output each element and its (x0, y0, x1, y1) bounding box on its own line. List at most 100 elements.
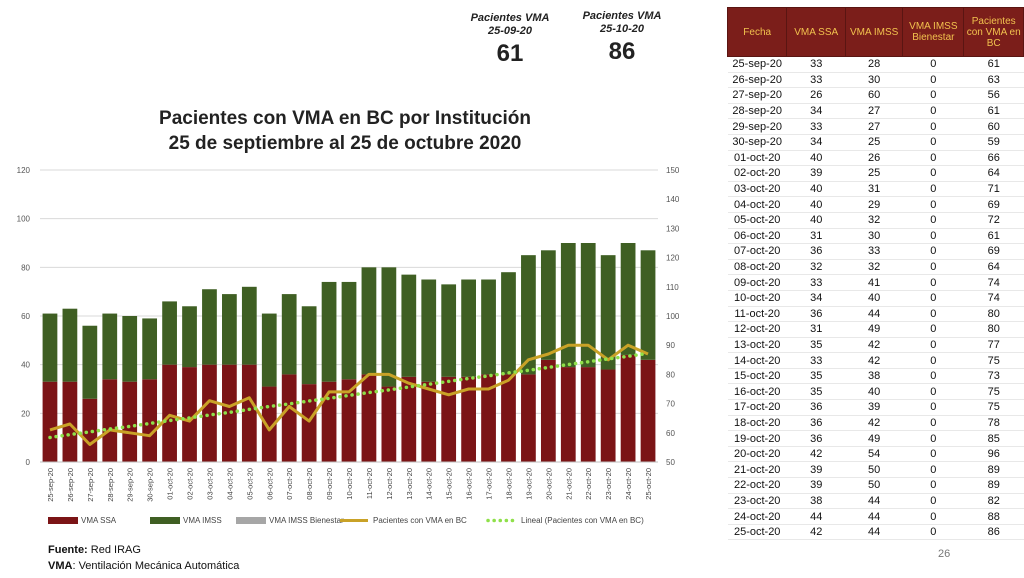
cell-imss: 39 (845, 399, 903, 416)
cell-ssa: 36 (786, 243, 846, 260)
bar-ssa (222, 364, 237, 462)
bar-imss (401, 274, 417, 377)
cell-fecha: 06-oct-20 (727, 228, 787, 245)
cell-imss: 28 (845, 56, 903, 73)
cell-total: 88 (963, 508, 1024, 525)
cell-imss: 32 (845, 259, 903, 276)
cell-ssa: 39 (786, 165, 846, 182)
cell-imss: 29 (845, 196, 903, 213)
cell-ssa: 42 (786, 524, 846, 541)
cell-imss: 44 (845, 306, 903, 323)
x-tick-label: 04-oct-20 (225, 468, 234, 500)
cell-total: 64 (963, 165, 1024, 182)
cell-imss: 44 (845, 524, 903, 541)
cell-bienestar: 0 (902, 461, 964, 479)
cell-ssa: 44 (786, 508, 846, 525)
bar-ssa (600, 369, 616, 462)
cell-bienestar: 0 (902, 321, 964, 338)
y-left-tick-label: 40 (21, 361, 30, 370)
bar-ssa (540, 359, 556, 462)
bar-ssa (521, 374, 536, 462)
table-row: 25-oct-20 42 44 0 86 (727, 524, 1024, 541)
y-right-tick-label: 130 (666, 224, 680, 233)
cell-imss: 42 (845, 337, 903, 354)
table-row: 21-oct-20 39 50 0 89 (727, 461, 1024, 479)
x-tick-label: 24-oct-20 (624, 468, 633, 500)
x-tick-label: 05-oct-20 (245, 468, 254, 500)
x-tick-label: 09-oct-20 (325, 468, 334, 500)
cell-ssa: 42 (786, 446, 846, 463)
bar-imss (461, 279, 476, 377)
table-row: 30-sep-20 34 25 0 59 (727, 134, 1024, 151)
cell-total: 78 (963, 415, 1024, 432)
cell-total: 72 (963, 212, 1024, 229)
bar-ssa (321, 381, 337, 462)
table-row: 05-oct-20 40 32 0 72 (727, 212, 1024, 229)
y-left-tick-label: 20 (21, 409, 30, 418)
cell-ssa: 35 (786, 368, 846, 385)
cell-imss: 40 (845, 383, 903, 401)
table-row: 22-oct-20 39 50 0 89 (727, 477, 1024, 494)
table-row: 29-sep-20 33 27 0 60 (727, 118, 1024, 135)
bar-ssa (481, 374, 496, 462)
bar-imss (162, 301, 177, 365)
table-row: 24-oct-20 44 44 0 88 (727, 508, 1024, 525)
bar-ssa (580, 367, 596, 462)
y-right-tick-label: 110 (666, 283, 679, 292)
bar-imss (142, 318, 158, 380)
cell-fecha: 29-sep-20 (727, 118, 787, 135)
cell-fecha: 16-oct-20 (727, 383, 787, 401)
y-right-tick-label: 100 (666, 312, 680, 321)
table-row: 17-oct-20 36 39 0 75 (727, 399, 1024, 416)
cell-fecha: 01-oct-20 (727, 150, 787, 167)
cell-fecha: 07-oct-20 (727, 243, 787, 260)
table-row: 11-oct-20 36 44 0 80 (727, 306, 1024, 323)
cell-bienestar: 0 (902, 352, 964, 369)
cell-bienestar: 0 (902, 134, 964, 151)
col-header-fecha: Fecha (726, 7, 788, 57)
x-tick-label: 19-oct-20 (524, 468, 533, 500)
cell-total: 80 (963, 321, 1024, 338)
bar-ssa (421, 381, 437, 462)
table-row: 06-oct-20 31 30 0 61 (727, 228, 1024, 245)
cell-total: 75 (963, 399, 1024, 416)
cell-bienestar: 0 (902, 430, 964, 447)
legend-label: Lineal (Pacientes con VMA en BC) (521, 516, 644, 525)
kpi-start-date: 25-09-20 (487, 25, 533, 37)
y-right-tick-label: 120 (666, 254, 680, 263)
bar-imss (441, 284, 457, 377)
col-header-ssa: VMA SSA (786, 7, 847, 57)
cell-imss: 54 (845, 446, 903, 463)
cell-ssa: 33 (786, 352, 846, 369)
cell-imss: 44 (845, 508, 903, 525)
bar-imss (182, 306, 197, 368)
x-tick-label: 23-oct-20 (604, 468, 613, 500)
x-tick-label: 25-sep-20 (46, 468, 55, 502)
legend-label: VMA IMSS Bienestar (269, 516, 344, 525)
table-body: 25-sep-20 33 28 0 61 26-sep-20 33 30 0 63 27-sep-2… (727, 56, 1024, 541)
cell-total: 89 (963, 461, 1024, 479)
cell-bienestar: 0 (902, 337, 964, 354)
cell-fecha: 10-oct-20 (727, 290, 787, 307)
kpi-start-value: 61 (496, 40, 524, 67)
cell-ssa: 32 (786, 259, 846, 276)
x-tick-label: 16-oct-20 (465, 468, 474, 500)
x-tick-label: 26-sep-20 (66, 468, 75, 502)
table-row: 13-oct-20 35 42 0 77 (727, 337, 1024, 354)
cell-bienestar: 0 (902, 103, 964, 120)
bar-ssa (62, 381, 78, 462)
cell-fecha: 05-oct-20 (727, 212, 787, 229)
x-tick-label: 22-oct-20 (584, 468, 593, 500)
cell-ssa: 36 (786, 415, 846, 432)
source-text: Red IRAG (87, 544, 141, 556)
table-row: 23-oct-20 38 44 0 82 (727, 493, 1024, 510)
page-number: 26 (938, 548, 951, 560)
cell-bienestar: 0 (902, 383, 964, 401)
table-row: 25-sep-20 33 28 0 61 (727, 56, 1024, 73)
cell-bienestar: 0 (902, 446, 964, 463)
table-row: 12-oct-20 31 49 0 80 (727, 321, 1024, 338)
table-row: 15-oct-20 35 38 0 73 (727, 368, 1024, 385)
kpi-end-date: 25-10-20 (599, 23, 645, 35)
bar-ssa (501, 374, 516, 462)
table-row: 19-oct-20 36 49 0 85 (727, 430, 1024, 447)
